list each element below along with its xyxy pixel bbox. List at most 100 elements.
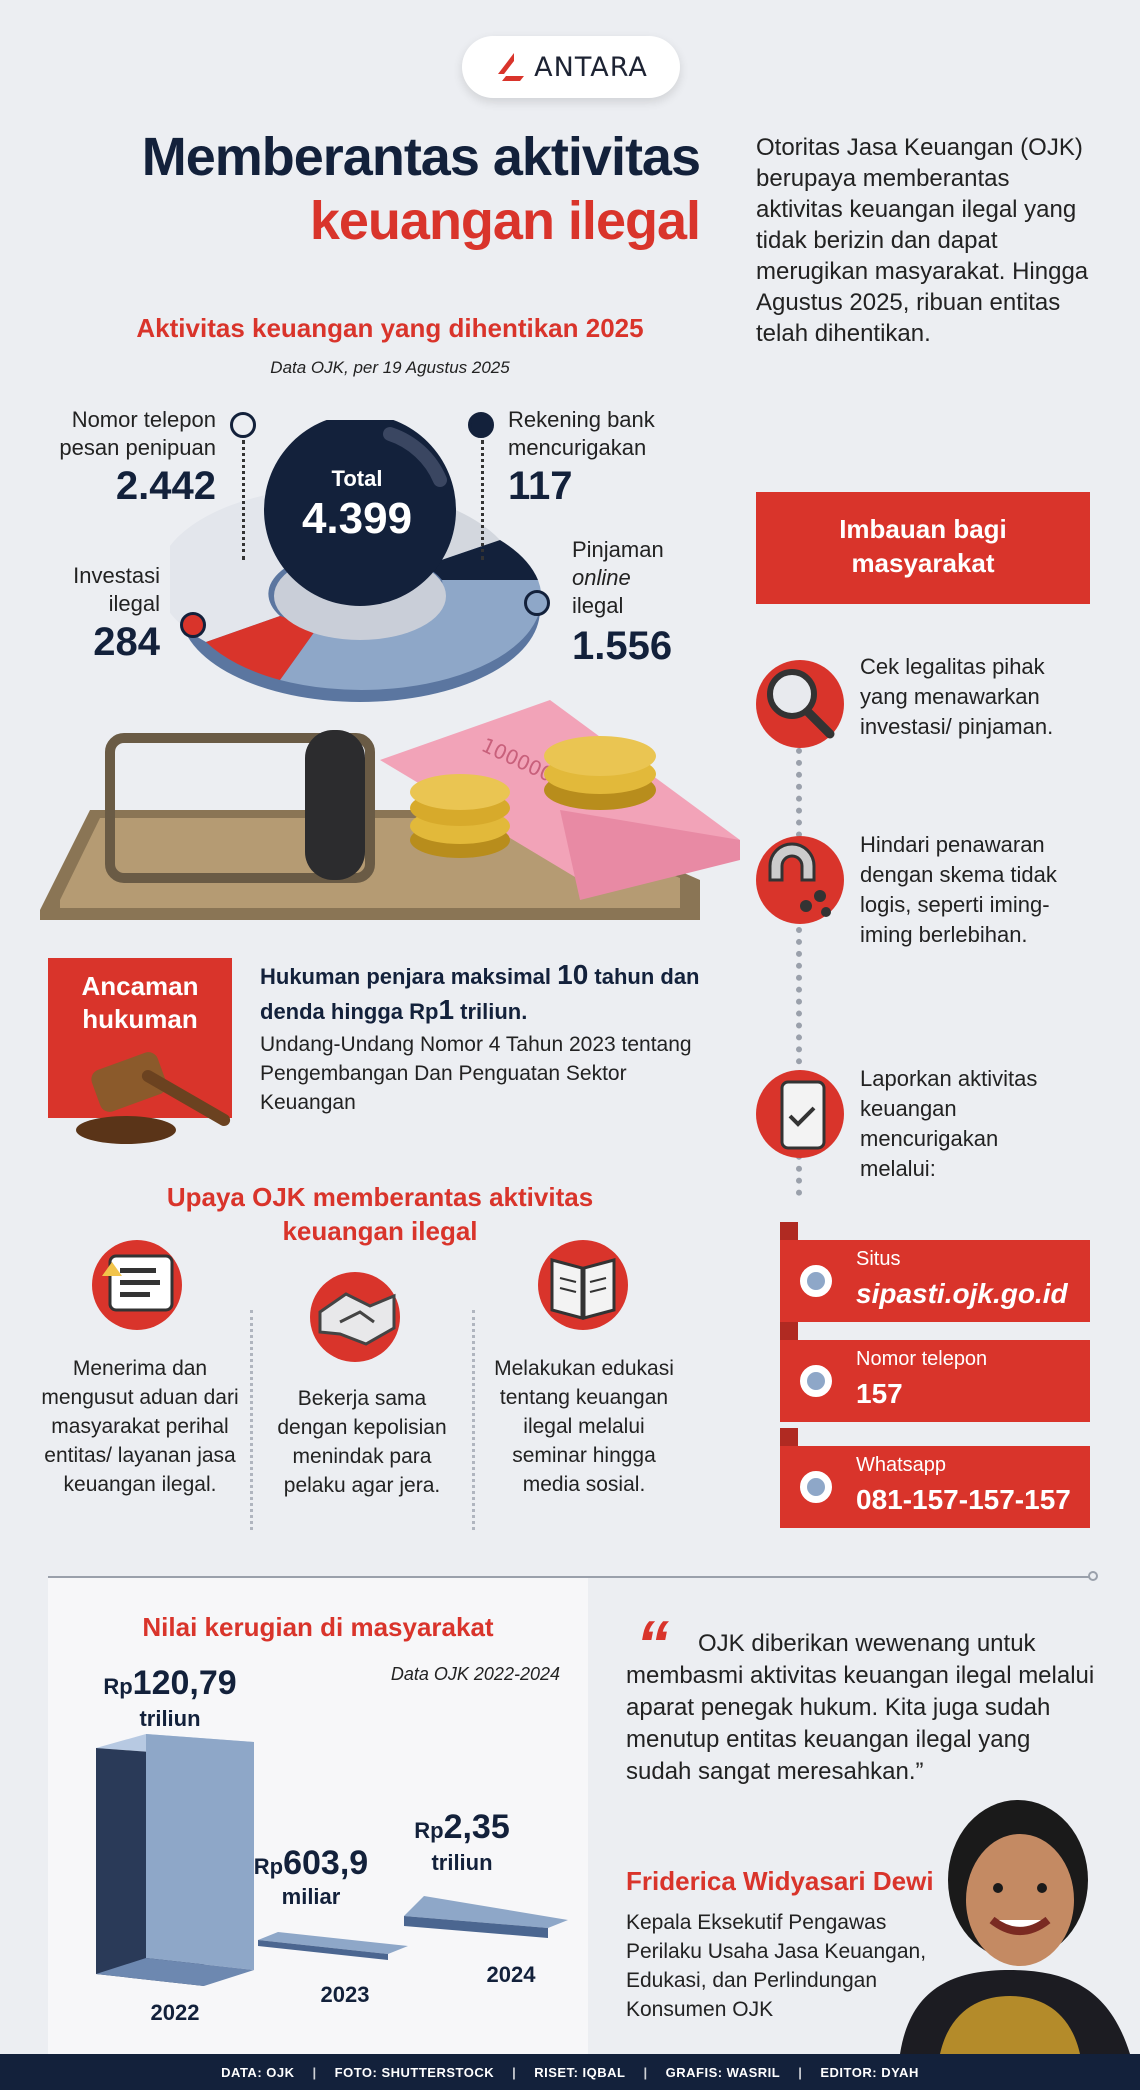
total-circle bbox=[264, 420, 456, 606]
magnifier-icon bbox=[767, 669, 835, 739]
advice-title-line1: Imbauan bagi bbox=[839, 514, 1007, 544]
label-online-loan-line3: ilegal bbox=[572, 593, 624, 618]
total-label: Total bbox=[331, 466, 383, 491]
advice-title-line2: masyarakat bbox=[851, 548, 995, 578]
coin-stack-right bbox=[544, 736, 656, 810]
value-investment: 284 bbox=[93, 620, 160, 664]
effort-divider-1 bbox=[250, 1310, 253, 1530]
contact-website-label: Situs bbox=[856, 1248, 901, 1270]
bar-2024-year: 2024 bbox=[486, 1962, 536, 1987]
label-investment-line2: ilegal bbox=[108, 591, 160, 616]
contact-tab-2 bbox=[780, 1322, 798, 1340]
bar-2023-unit: miliar bbox=[281, 1884, 341, 1909]
complaint-chat-icon bbox=[102, 1254, 174, 1312]
effort-icon-wrap-2 bbox=[310, 1272, 400, 1362]
page-title-line1: Memberantas aktivitas bbox=[141, 127, 701, 187]
contact-whatsapp[interactable]: Whatsapp 081-157-157-157 bbox=[780, 1446, 1090, 1528]
gavel-icon bbox=[76, 1052, 231, 1144]
bar-2023 bbox=[258, 1932, 408, 1960]
bar-2022-num: 120,79 bbox=[132, 1664, 237, 1702]
phone-report-icon bbox=[780, 1080, 826, 1150]
effort-divider-2 bbox=[472, 1310, 475, 1530]
activity-subtitle: Data OJK, per 19 Agustus 2025 bbox=[270, 358, 510, 377]
label-phone: Nomor telepon pesan penipuan bbox=[40, 406, 216, 462]
total-value: 4.399 bbox=[301, 494, 413, 543]
bar-2024-rp: Rp bbox=[414, 1818, 444, 1843]
contact-tab-3 bbox=[780, 1428, 798, 1446]
speaker-portrait bbox=[900, 1800, 1130, 2054]
contact-phone-label: Nomor telepon bbox=[856, 1348, 988, 1370]
quote-name: Friderica Widyasari Dewi bbox=[626, 1866, 934, 1896]
advice-box bbox=[756, 492, 1090, 604]
threat-law: Undang-Undang Nomor 4 Tahun 2023 tentang… bbox=[260, 1033, 692, 1114]
threat-headline-pre: Hukuman penjara maksimal bbox=[260, 964, 558, 989]
threat-headline-num: 10 bbox=[557, 959, 589, 990]
quote-role: Kepala Eksekutif Pengawas Perilaku Usaha… bbox=[626, 1911, 927, 2021]
footer-photo: FOTO: SHUTTERSTOCK bbox=[334, 2064, 495, 2080]
effort-text-2: Bekerja sama dengan kepolisian menindak … bbox=[277, 1387, 447, 1497]
bar-2024-num: 2,35 bbox=[443, 1808, 510, 1846]
label-investment: Investasi ilegal bbox=[40, 562, 160, 618]
efforts-title-line1: Upaya OJK memberantas aktivitas bbox=[166, 1182, 594, 1212]
label-investment-line1: Investasi bbox=[73, 563, 160, 588]
section-divider bbox=[48, 1576, 1094, 1578]
footer-sep: | bbox=[798, 2064, 803, 2080]
contact-phone[interactable]: Nomor telepon 157 bbox=[780, 1340, 1090, 1422]
efforts-title-line2: keuangan ilegal bbox=[282, 1216, 478, 1246]
bar-2022-unit: triliun bbox=[139, 1706, 201, 1731]
contact-website[interactable]: Situs sipasti.ojk.go.id bbox=[780, 1240, 1090, 1322]
value-online-loan: 1.556 bbox=[572, 624, 673, 668]
bar-2024-unit: triliun bbox=[431, 1850, 493, 1875]
contact-dot-icon bbox=[800, 1365, 832, 1397]
advice-step-3: Laporkan aktivitas keuangan mencurigakan… bbox=[860, 1066, 1038, 1181]
contact-whatsapp-value: 081-157-157-157 bbox=[856, 1484, 1071, 1515]
value-bank: 117 bbox=[508, 464, 573, 508]
label-bank-line2: mencurigakan bbox=[508, 435, 647, 460]
segment-investment bbox=[206, 616, 320, 680]
threat-headline: Hukuman penjara maksimal 10 tahun dan de… bbox=[260, 958, 700, 1028]
contact-whatsapp-label: Whatsapp bbox=[856, 1454, 947, 1476]
contact-phone-value: 157 bbox=[856, 1378, 903, 1409]
losses-title: Nilai kerugian di masyarakat bbox=[142, 1612, 494, 1642]
value-phone: 2.442 bbox=[115, 464, 216, 508]
footer-graphics: GRAFIS: WASRIL bbox=[665, 2064, 781, 2080]
footer-editor: EDITOR: DYAH bbox=[820, 2064, 919, 2080]
bar-2023-year: 2023 bbox=[320, 1982, 370, 2007]
activity-donut-chart bbox=[170, 420, 542, 702]
intro-text: Otoritas Jasa Keuangan (OJK) berupaya me… bbox=[756, 134, 1089, 347]
footer-sep: | bbox=[312, 2064, 317, 2080]
callout-dot-phone bbox=[230, 412, 256, 438]
section-divider-end bbox=[1088, 1571, 1098, 1581]
advice-icon-wrap-1 bbox=[756, 660, 844, 748]
effort-icon-wrap-1 bbox=[92, 1240, 182, 1330]
footer-research: RISET: IQBAL bbox=[534, 2064, 626, 2080]
advice-step-1: Cek legalitas pihak yang menawarkan inve… bbox=[860, 654, 1054, 739]
bar-2023-num: 603,9 bbox=[283, 1844, 369, 1882]
contact-dot-icon bbox=[800, 1265, 832, 1297]
callout-line-bank bbox=[481, 440, 484, 560]
label-online-loan-italic: online bbox=[572, 565, 631, 590]
segment-online-loan bbox=[280, 580, 542, 690]
threat-headline-mid: tahun dan denda hingga Rp bbox=[260, 964, 700, 1024]
footer-data: DATA: OJK bbox=[221, 2064, 295, 2080]
effort-icon-wrap-3 bbox=[538, 1240, 628, 1330]
advice-icon-wrap-2 bbox=[756, 836, 844, 924]
handshake-icon bbox=[318, 1292, 396, 1346]
contact-tab-1 bbox=[780, 1222, 798, 1240]
footer-sep: | bbox=[512, 2064, 517, 2080]
efforts-title: Upaya OJK memberantas aktivitas keuangan… bbox=[60, 1180, 700, 1248]
footer-sep: | bbox=[643, 2064, 648, 2080]
label-online-loan: Pinjaman online ilegal bbox=[572, 536, 722, 620]
threat-headline-num2: 1 bbox=[438, 994, 455, 1025]
bar-2022 bbox=[96, 1734, 254, 1986]
advice-step-2: Hindari penawaran dengan skema tidak log… bbox=[860, 832, 1057, 947]
bar-2024-value: Rp2,35 bbox=[392, 1808, 532, 1847]
bar-2022-year: 2022 bbox=[150, 2000, 200, 2025]
callout-line-phone bbox=[242, 440, 245, 560]
label-phone-line1: Nomor telepon bbox=[71, 407, 216, 432]
segment-bank bbox=[424, 540, 538, 580]
bar-2022-rp: Rp bbox=[103, 1674, 133, 1699]
label-phone-line2: pesan penipuan bbox=[59, 435, 216, 460]
advice-icon-wrap-3 bbox=[756, 1070, 844, 1158]
losses-subtitle: Data OJK 2022-2024 bbox=[390, 1664, 560, 1684]
